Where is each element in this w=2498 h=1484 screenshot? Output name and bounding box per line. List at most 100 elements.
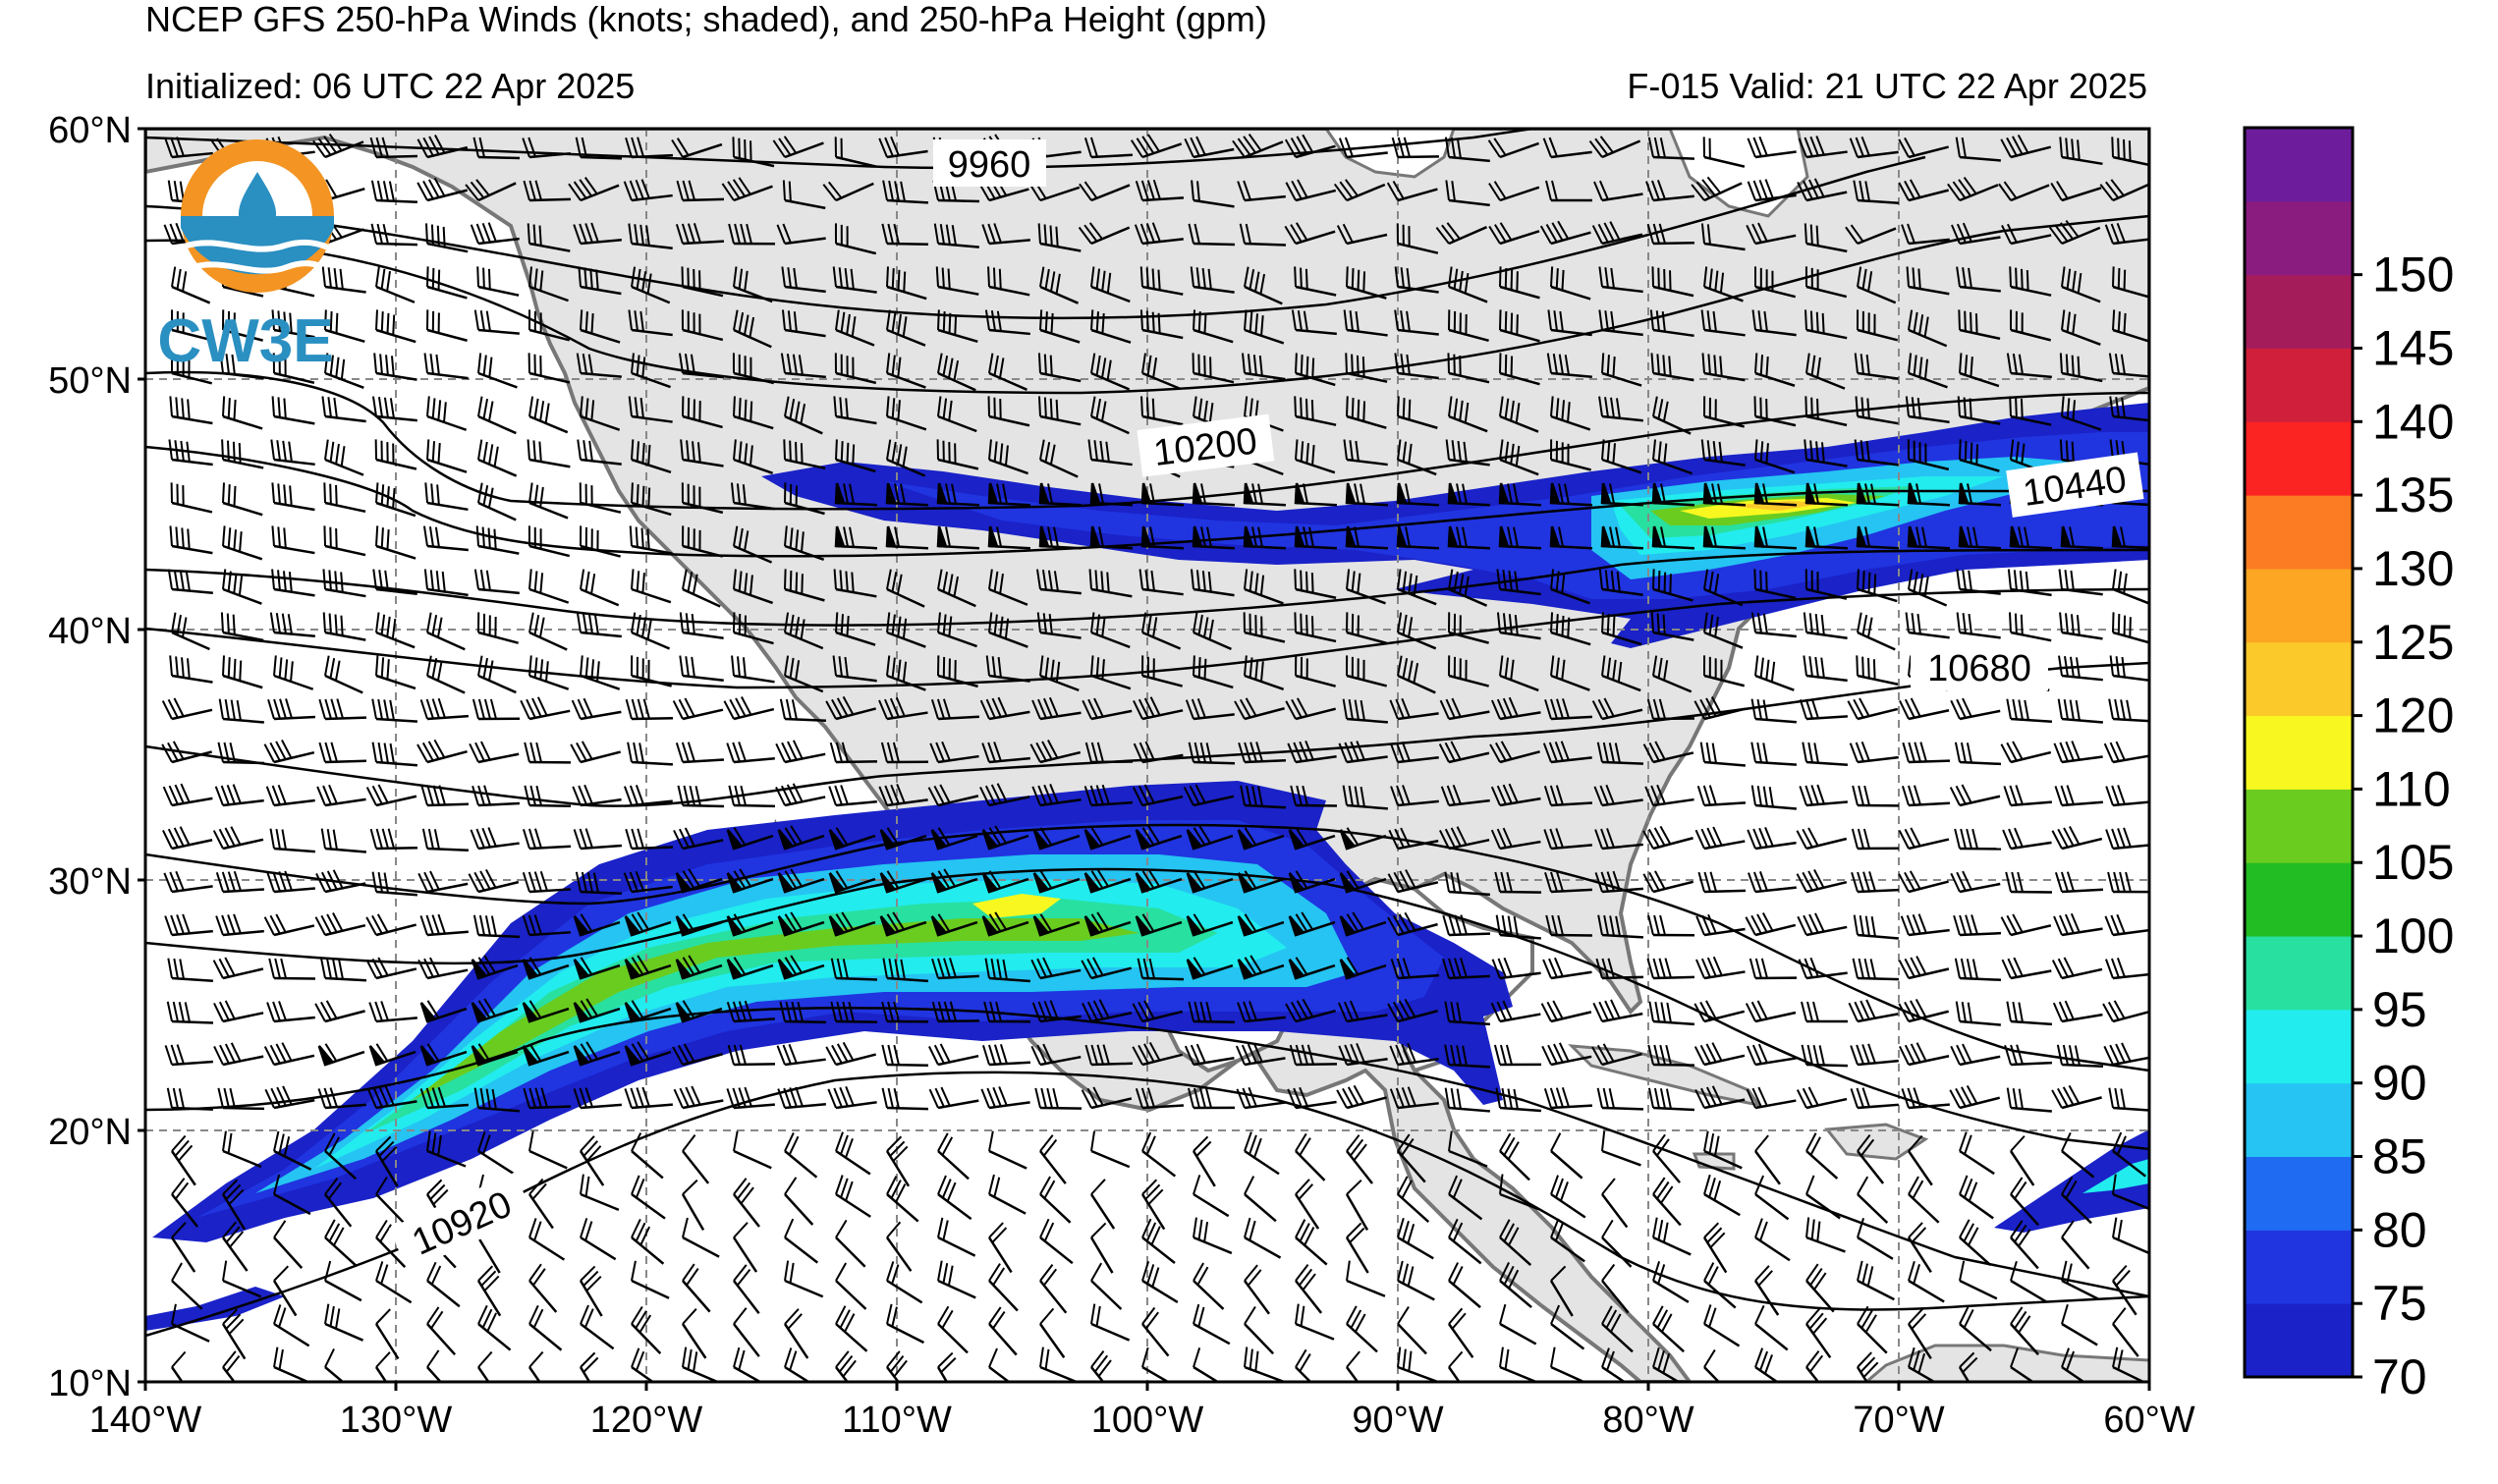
wind-barb xyxy=(2112,309,2149,343)
wind-barb xyxy=(1291,309,1337,336)
wind-barb xyxy=(1090,396,1130,435)
wind-barb xyxy=(775,740,826,764)
wind-barb xyxy=(1652,439,1693,475)
wind-barb xyxy=(1039,1176,1072,1224)
wind-barb xyxy=(726,1086,775,1110)
wind-barb xyxy=(1295,1303,1335,1341)
wind-barb xyxy=(316,784,366,807)
wind-barb xyxy=(1899,1042,1950,1067)
wind-barb xyxy=(1746,222,1797,246)
wind-barb xyxy=(1089,525,1134,550)
wind-barb xyxy=(477,396,517,435)
wind-barb xyxy=(375,266,416,303)
wind-barb xyxy=(1693,1000,1746,1023)
lon-label-120: 120°W xyxy=(590,1400,703,1441)
wind-barb xyxy=(426,1349,443,1382)
wind-barb xyxy=(1804,266,1848,299)
wind-barb xyxy=(571,697,622,721)
wind-barb xyxy=(885,482,929,507)
wind-barb xyxy=(981,911,1029,937)
wind-barb xyxy=(476,1350,493,1382)
wind-barb xyxy=(730,482,775,511)
wind-barb xyxy=(314,1000,365,1023)
wind-barb xyxy=(987,1222,1013,1274)
wind-barb xyxy=(834,525,878,550)
wind-barb xyxy=(628,309,673,337)
wind-barb xyxy=(1132,1041,1184,1067)
wind-barb xyxy=(828,870,876,894)
wind-barb xyxy=(573,913,621,937)
wind-barb xyxy=(1646,958,1695,980)
wind-barb xyxy=(324,1177,353,1228)
wind-barb xyxy=(1805,353,1846,390)
wind-barb xyxy=(1345,482,1389,507)
wind-barb xyxy=(1089,1179,1116,1230)
wind-barb xyxy=(1387,869,1439,894)
wind-barb xyxy=(1597,914,1644,939)
wind-barb xyxy=(679,612,724,639)
wind-barb xyxy=(1090,1303,1131,1342)
wind-barb xyxy=(1192,353,1235,384)
wind-barb xyxy=(1845,224,1897,246)
wind-barb xyxy=(271,396,315,425)
wind-barb xyxy=(1856,525,1900,550)
wind-barb xyxy=(222,569,262,605)
wind-barb xyxy=(1959,353,2000,388)
wind-barb xyxy=(1447,353,1490,384)
wind-barb xyxy=(1953,914,2002,937)
wind-barb xyxy=(271,569,315,597)
wind-barb xyxy=(1396,482,1440,507)
wind-barb xyxy=(265,784,315,807)
wind-barb xyxy=(1499,439,1539,476)
wind-barb xyxy=(426,1130,467,1168)
wind-barb xyxy=(882,180,929,204)
wind-barb xyxy=(1342,785,1388,810)
wind-barb xyxy=(631,1175,666,1220)
wind-barb xyxy=(886,396,927,431)
wind-barb xyxy=(1805,1175,1841,1220)
wind-barb xyxy=(1796,827,1848,851)
wind-barb xyxy=(1193,1347,1220,1382)
wind-barb xyxy=(1754,439,1796,474)
wind-barb xyxy=(1236,1086,1286,1110)
wind-barb xyxy=(1955,1001,2001,1026)
wind-barb xyxy=(2108,353,2149,378)
wind-barb xyxy=(171,309,213,342)
wind-barb xyxy=(1907,1222,1932,1273)
wind-barb xyxy=(1287,1086,1337,1110)
wind-barb xyxy=(266,870,315,894)
wind-barb xyxy=(477,612,519,644)
wind-barb xyxy=(1447,482,1491,507)
wind-barb xyxy=(933,223,979,248)
wind-barb xyxy=(1857,1260,1895,1301)
wind-barb xyxy=(375,309,416,344)
wind-barb xyxy=(218,698,264,724)
wind-barb xyxy=(733,525,773,564)
wind-barb xyxy=(320,958,367,982)
wind-barb xyxy=(881,1044,929,1067)
wind-barb xyxy=(523,1087,572,1110)
wind-barb xyxy=(1642,825,1693,851)
wind-barb xyxy=(1804,439,1848,467)
wind-barb xyxy=(1646,698,1695,721)
wind-barb xyxy=(374,439,417,470)
wind-barb xyxy=(1550,266,1591,301)
colorbar-swatch xyxy=(2245,495,2353,570)
lon-label-60: 60°W xyxy=(2103,1400,2194,1441)
wind-barb xyxy=(477,1131,515,1175)
colorbar-swatch xyxy=(2245,1156,2353,1231)
wind-barb xyxy=(1798,957,1848,980)
wind-barb xyxy=(1444,1087,1490,1113)
wind-barb xyxy=(1039,1134,1067,1184)
wind-barb xyxy=(416,177,469,202)
wind-barb xyxy=(2000,134,2052,159)
wind-barb xyxy=(1957,396,2001,425)
wind-barb xyxy=(776,223,826,246)
wind-barb xyxy=(1958,482,2002,507)
wind-barb xyxy=(1652,655,1693,693)
wind-barb xyxy=(1750,785,1797,810)
wind-barb xyxy=(264,1085,315,1110)
wind-barb xyxy=(1490,1000,1541,1023)
wind-barb xyxy=(1088,569,1133,598)
wind-barbs xyxy=(161,134,2149,1382)
